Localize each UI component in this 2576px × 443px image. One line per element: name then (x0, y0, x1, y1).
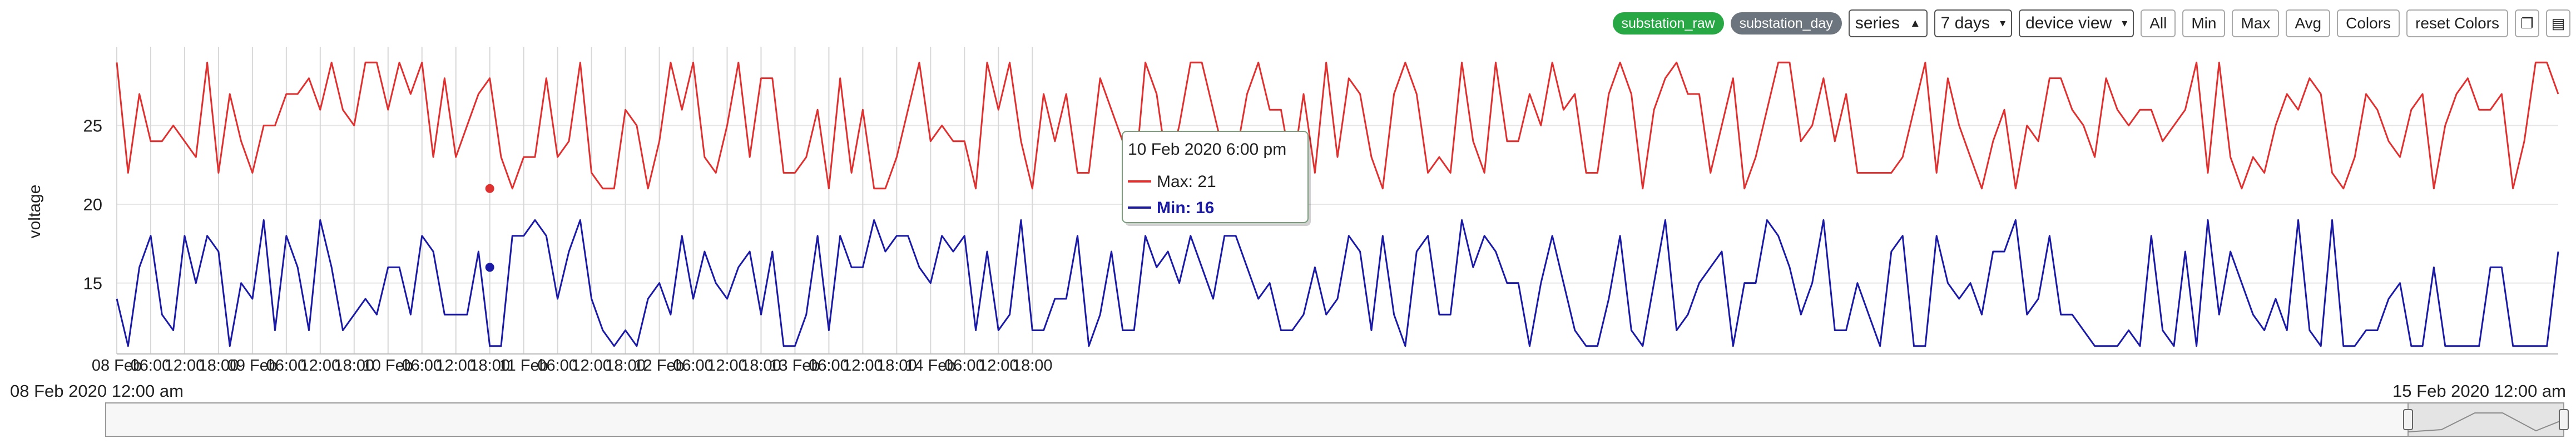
x-tick-label: 12:00 (707, 357, 747, 375)
x-tick-label: 14 Feb (905, 357, 955, 375)
chevron-updown-icon: ▾ (2122, 17, 2128, 29)
tooltip-box (1122, 131, 1309, 223)
chevron-updown-icon: ▲︎ (1909, 17, 1921, 29)
avg-button[interactable]: Avg (2286, 9, 2331, 37)
x-tick-label: 09 Feb (227, 357, 278, 375)
range-end-label: 15 Feb 2020 12:00 am (2392, 381, 2566, 401)
series-select[interactable]: series ▲︎ (1848, 9, 1928, 37)
reset-colors-button[interactable]: reset Colors (2406, 9, 2508, 37)
y-tick-label: 20 (83, 195, 102, 214)
range-navigator[interactable] (105, 402, 2564, 437)
x-tick-label: 11 Feb (499, 357, 548, 375)
view-select-value: device view (2025, 14, 2112, 32)
series-line-max (116, 61, 2559, 190)
range-start-label: 08 Feb 2020 12:00 am (10, 381, 184, 401)
all-button[interactable]: All (2141, 9, 2176, 37)
x-tick-label: 12:00 (571, 357, 612, 375)
series-line-min (116, 219, 2559, 347)
series-tag-substation-day[interactable]: substation_day (1730, 12, 1842, 35)
tooltip-min-label: Min: 16 (1157, 199, 1214, 217)
y-axis-label: voltage (26, 185, 44, 239)
range-selection[interactable] (2407, 402, 2564, 437)
x-tick-label: 12:00 (165, 357, 205, 375)
copy-icon[interactable]: ❐ (2515, 9, 2539, 37)
colors-button[interactable]: Colors (2337, 9, 2400, 37)
range-handle-left[interactable] (2403, 409, 2413, 430)
min-button[interactable]: Min (2182, 9, 2226, 37)
x-tick-label: 12:00 (300, 357, 341, 375)
series-tag-substation-raw[interactable]: substation_raw (1612, 12, 1724, 35)
x-tick-label: 06:00 (944, 357, 985, 375)
save-icon[interactable]: ▤ (2546, 9, 2570, 37)
y-tick-label: 25 (83, 116, 102, 136)
x-tick-label: 06:00 (402, 357, 442, 375)
x-tick-label: 13 Feb (770, 357, 820, 375)
view-select[interactable]: device view ▾ (2019, 9, 2134, 37)
x-tick-label: 18:00 (1012, 357, 1053, 375)
tooltip-title: 10 Feb 2020 6:00 pm (1128, 140, 1286, 159)
x-tick-label: 12:00 (435, 357, 476, 375)
x-tick-label: 12:00 (978, 357, 1019, 375)
x-tick-label: 06:00 (266, 357, 307, 375)
x-tick-label: 18:00 (334, 357, 375, 375)
time-range-select[interactable]: 7 days ▾ (1934, 9, 2013, 37)
max-button[interactable]: Max (2232, 9, 2280, 37)
x-tick-label: 12:00 (843, 357, 883, 375)
x-tick-label: 10 Feb (363, 357, 413, 375)
x-tick-label: 06:00 (537, 357, 578, 375)
range-mini-series (2407, 412, 2564, 432)
series-select-value: series (1855, 14, 1900, 32)
y-tick-label: 15 (83, 274, 102, 293)
x-tick-label: 06:00 (673, 357, 714, 375)
chevron-updown-icon: ▾ (2000, 17, 2006, 29)
chart-toolbar: substation_raw substation_day series ▲︎ … (1612, 9, 2570, 38)
x-tick-label: 18:00 (469, 357, 510, 375)
x-tick-label: 12 Feb (634, 357, 684, 375)
tooltip-max-label: Max: 21 (1157, 173, 1216, 191)
x-tick-label: 08 Feb (92, 357, 142, 375)
x-tick-label: 06:00 (809, 357, 849, 375)
x-tick-label: 18:00 (741, 357, 781, 375)
x-tick-label: 18:00 (876, 357, 917, 375)
x-tick-label: 06:00 (131, 357, 171, 375)
range-handle-right[interactable] (2559, 409, 2569, 430)
highlight-point-max (485, 184, 494, 193)
time-range-value: 7 days (1940, 14, 1990, 32)
x-tick-label: 18:00 (605, 357, 646, 375)
highlight-point-min (485, 263, 494, 272)
x-tick-label: 18:00 (199, 357, 239, 375)
